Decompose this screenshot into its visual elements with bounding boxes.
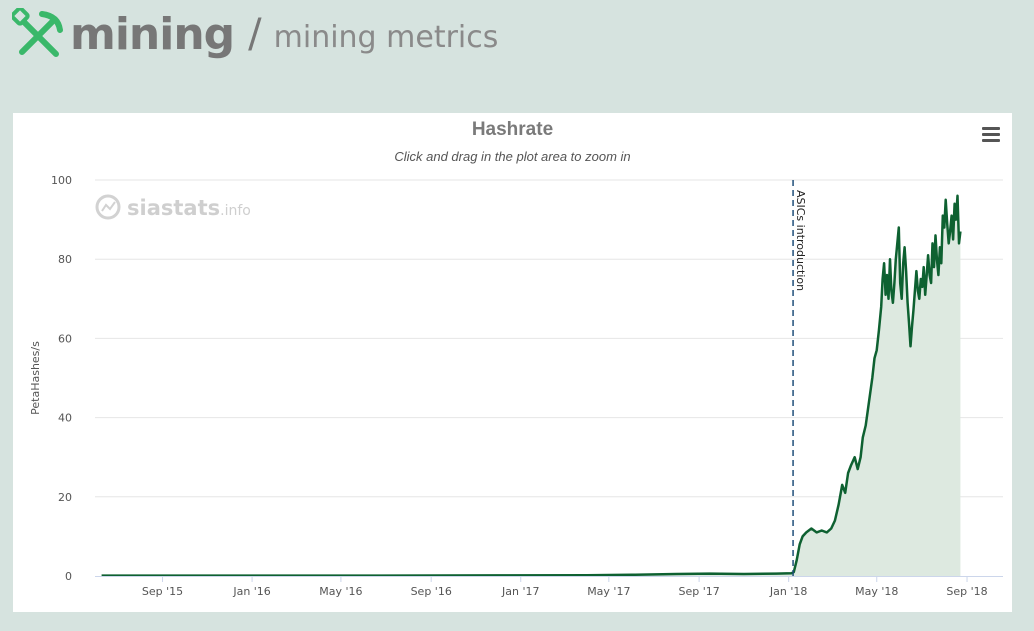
y-tick-label: 20 — [58, 491, 72, 504]
x-tick-label: Jan '18 — [769, 585, 807, 598]
watermark-text: siastats — [127, 196, 220, 220]
x-axis: Sep '15 Jan '16 May '16 Sep '16 Jan '17 May '… — [95, 576, 1003, 598]
y-tick-label: 100 — [51, 174, 72, 187]
asics-annotation: ASICs introduction — [792, 180, 807, 576]
breadcrumb-separator: / — [248, 11, 262, 57]
series-hashrate[interactable] — [101, 194, 962, 577]
page-header: mining / mining metrics — [12, 4, 498, 64]
x-tick-label: Jan '17 — [501, 585, 539, 598]
x-tick-label: May '17 — [587, 585, 630, 598]
x-tick-label: Sep '15 — [142, 585, 183, 598]
x-tick-label: May '16 — [319, 585, 362, 598]
svg-text:siastats.info: siastats.info — [127, 196, 251, 220]
watermark-trend-icon — [101, 201, 116, 212]
watermark-logo-icon — [95, 194, 121, 220]
page-title: mining — [70, 8, 235, 60]
y-tick-label: 80 — [58, 253, 72, 266]
siastats-watermark: siastats.info — [95, 194, 251, 220]
annotation-label: ASICs introduction — [794, 190, 807, 291]
series-line[interactable] — [101, 194, 962, 577]
x-tick-label: Sep '16 — [411, 585, 452, 598]
y-tick-label: 0 — [65, 570, 72, 583]
chart-subtitle: Click and drag in the plot area to zoom … — [394, 149, 631, 164]
breadcrumb-current: mining metrics — [273, 19, 499, 55]
watermark-suffix: .info — [220, 203, 251, 219]
hashrate-chart[interactable]: siastats.info ASICs introduction Sep '15… — [13, 113, 1012, 612]
x-tick-label: Sep '17 — [678, 585, 719, 598]
chart-card[interactable]: siastats.info ASICs introduction Sep '15… — [13, 113, 1012, 612]
x-tick-label: Sep '18 — [946, 585, 987, 598]
chart-title: Hashrate — [471, 119, 554, 140]
pickaxe-shovel-icon — [12, 8, 63, 57]
x-tick-label: Jan '16 — [232, 585, 270, 598]
hamburger-menu-icon[interactable] — [982, 127, 1000, 143]
y-tick-label: 40 — [58, 412, 72, 425]
series-area-fill — [101, 195, 961, 577]
y-tick-label: 60 — [58, 332, 72, 345]
x-tick-label: May '18 — [855, 585, 898, 598]
y-axis-label: PetaHashes/s — [29, 341, 42, 415]
y-axis: 0 20 40 60 80 100 — [51, 174, 72, 583]
